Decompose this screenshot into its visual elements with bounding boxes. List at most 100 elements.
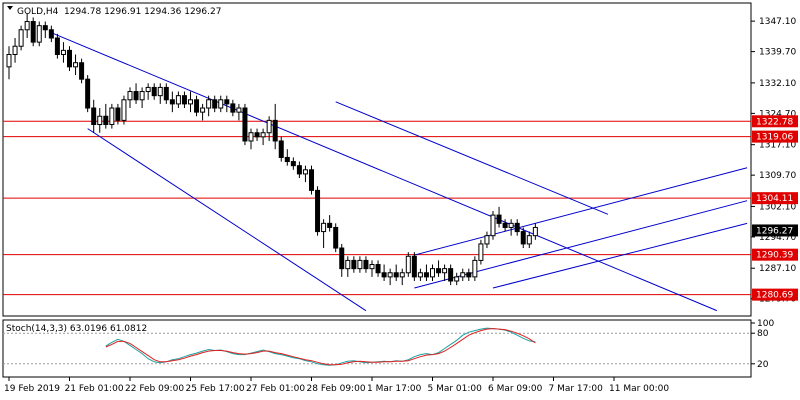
candle-body — [224, 99, 230, 105]
candle-body — [266, 119, 272, 134]
candle — [200, 103, 206, 121]
candle — [484, 231, 490, 249]
candlesticks — [6, 13, 538, 286]
level-label-box — [752, 192, 798, 205]
candle-body — [169, 99, 175, 105]
candle-body — [121, 99, 127, 121]
current-price-label: 1296.27 — [756, 226, 793, 236]
candle — [472, 256, 478, 281]
candle-body — [85, 78, 91, 109]
candle — [302, 165, 308, 183]
descending-channel-lower[interactable] — [87, 128, 367, 312]
candle-body — [91, 107, 97, 125]
candle — [411, 252, 417, 281]
candle-body — [526, 235, 532, 245]
candle — [139, 87, 145, 109]
candle — [163, 83, 169, 104]
level-label: 1290.39 — [756, 251, 793, 261]
candle-body — [369, 264, 375, 270]
candle — [436, 260, 442, 277]
candle-body — [103, 115, 109, 125]
level-label: 1304.11 — [756, 194, 793, 204]
stochastic-lines — [105, 327, 536, 366]
candle — [520, 227, 526, 249]
candle-body — [490, 214, 496, 237]
level-label: 1322.78 — [756, 117, 793, 127]
level-label-box — [752, 115, 798, 128]
candle — [423, 264, 429, 281]
price-tick-label: 1324.70 — [759, 109, 796, 119]
triangle-down-icon[interactable] — [7, 6, 13, 10]
candle-body — [145, 86, 151, 93]
candle — [24, 13, 30, 39]
candle-body — [272, 119, 278, 142]
descending-channel-upper[interactable] — [51, 32, 718, 312]
chart-header: GOLD,H4 1294.78 1296.91 1294.36 1296.27 — [7, 6, 221, 17]
candle-body — [375, 264, 381, 274]
candle-body — [442, 268, 448, 274]
level-label-box — [752, 288, 798, 301]
stoch-tick-label: 20 — [757, 360, 769, 370]
candle-body — [278, 140, 284, 158]
candle — [369, 260, 375, 277]
candle — [321, 219, 327, 249]
candle — [181, 91, 187, 109]
candle-body — [496, 214, 502, 224]
candle-body — [460, 272, 466, 278]
candle — [399, 268, 405, 286]
candle — [36, 21, 42, 47]
candle — [375, 260, 381, 277]
candle — [79, 58, 85, 84]
candle — [109, 103, 115, 129]
price-tick-label: 1332.10 — [759, 79, 796, 89]
candle — [363, 256, 369, 273]
candle — [454, 272, 460, 286]
candle — [442, 264, 448, 281]
candle-body — [309, 169, 314, 191]
candle — [381, 264, 387, 281]
candle-body — [206, 99, 212, 109]
price-pane[interactable] — [2, 2, 752, 317]
ascending-channel-upper[interactable] — [414, 167, 748, 256]
price-axis: 1347.10 1339.70 1332.10 1324.70 1317.10 1309.… — [751, 17, 798, 305]
candle-body — [194, 99, 200, 113]
candle-body — [109, 107, 115, 125]
ascending-channel-lower[interactable] — [492, 222, 748, 289]
candle — [30, 17, 36, 47]
candle-body — [260, 132, 266, 138]
candle — [309, 165, 314, 195]
candle — [260, 128, 266, 146]
time-tick-label: 7 Mar 17:00 — [549, 384, 604, 394]
time-tick-label: 5 Mar 01:00 — [428, 384, 483, 394]
candle — [254, 128, 260, 141]
candle — [490, 210, 496, 240]
descending-channel-third[interactable] — [335, 101, 609, 215]
candle-body — [417, 272, 423, 278]
symbol-label: GOLD,H4 — [17, 7, 59, 17]
current-price-box — [752, 224, 798, 237]
candle — [6, 46, 12, 80]
candle-body — [393, 272, 399, 278]
candle — [18, 25, 24, 51]
candle-body — [73, 62, 79, 68]
candle-body — [6, 53, 12, 68]
candle — [357, 256, 363, 273]
candle — [206, 95, 212, 117]
stochastic-signal-line — [105, 328, 536, 366]
time-tick-label: 19 Feb 2019 — [4, 384, 60, 394]
time-tick-label: 25 Feb 17:00 — [186, 384, 245, 394]
candle-body — [157, 86, 163, 97]
level-label-box — [752, 130, 798, 143]
level-label-box — [752, 248, 798, 261]
stoch-tick-label: 100 — [757, 319, 774, 329]
candle-body — [127, 91, 133, 101]
candle-body — [254, 132, 260, 138]
candle-body — [327, 222, 333, 228]
candle — [327, 215, 333, 232]
candle — [514, 219, 520, 236]
candle — [188, 91, 193, 113]
stoch-tick-label: 80 — [757, 329, 769, 339]
candle-body — [48, 29, 54, 39]
